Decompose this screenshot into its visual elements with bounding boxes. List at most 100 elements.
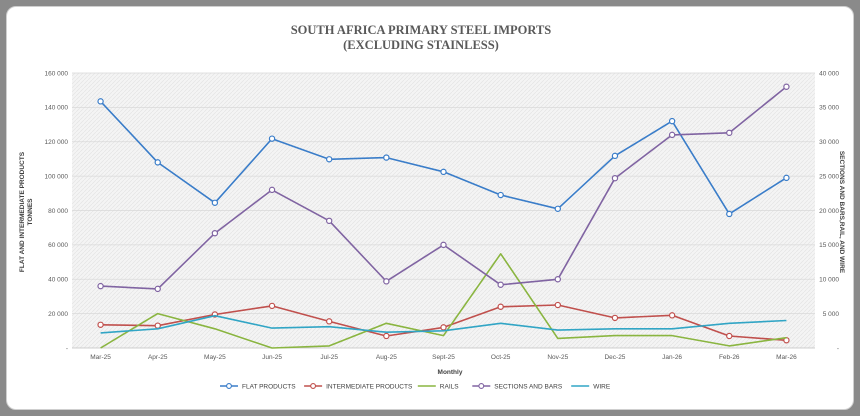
sections-and-bars-point (97, 282, 104, 290)
x-tick-label: Sept-25 (432, 354, 455, 361)
x-tick-label: Mar-26 (776, 354, 797, 361)
right-axis-ticks: - 5 000 10 000 15 000 20 000 25 000 30 000 35 0… (819, 70, 839, 352)
sections-and-bars-point (668, 131, 676, 139)
legend-marker (310, 383, 317, 389)
legend-label: FLAT PRODUCTS (242, 383, 296, 390)
x-tick-label: Aug-25 (376, 354, 397, 361)
sections-and-bars-point (325, 217, 333, 225)
left-tick-label: - (66, 345, 68, 352)
left-tick-label: 60 000 (48, 242, 68, 249)
left-tick-label: 40 000 (48, 277, 68, 284)
sections-and-bars-point (726, 129, 733, 137)
legend-marker (478, 383, 485, 389)
series-lines (97, 83, 790, 349)
left-axis-title-line-1: FLAT AND INTERMEDIATE PRODUCTS (19, 151, 26, 272)
x-tick-label: Jul-25 (320, 354, 338, 361)
intermediate-products-point (154, 322, 161, 329)
flat-products-point (440, 168, 447, 176)
left-tick-label: 140 000 (45, 105, 69, 112)
left-tick-label: 80 000 (48, 208, 68, 215)
sections-and-bars-point (154, 285, 161, 293)
intermediate-products-point (440, 324, 447, 331)
intermediate-products-point (497, 303, 504, 310)
legend-marker (226, 383, 232, 389)
sections-and-bars-point (268, 186, 276, 194)
right-tick-label: - (837, 345, 839, 352)
x-tick-label: May-25 (204, 354, 226, 361)
x-tick-label: Nov-25 (547, 354, 568, 361)
sections-and-bars-series (97, 83, 790, 293)
legend-item-wire: WIRE (571, 383, 611, 390)
sections-and-bars-point (497, 281, 504, 288)
wire-line (100, 314, 787, 334)
x-tick-label: Dec-25 (604, 354, 625, 361)
x-tick-label: Jan-26 (662, 354, 682, 361)
flat-products-point (325, 156, 333, 163)
flat-products-point (668, 117, 676, 125)
intermediate-products-point (554, 301, 562, 309)
right-tick-label: 5 000 (823, 311, 840, 318)
flat-products-series (97, 98, 790, 218)
legend-label: RAILS (440, 383, 459, 390)
right-tick-label: 40 000 (819, 70, 839, 77)
flat-products-point (611, 152, 619, 160)
sections-and-bars-point (211, 229, 219, 237)
intermediate-products-series (97, 301, 790, 344)
x-tick-label: Mar-25 (90, 354, 111, 361)
flat-products-point (497, 191, 504, 199)
x-axis-title: Monthly (438, 369, 463, 376)
right-tick-label: 30 000 (819, 139, 839, 146)
sections-and-bars-point (440, 241, 447, 249)
legend-item-flat-products: FLAT PRODUCTS (220, 383, 296, 390)
intermediate-products-point (383, 332, 390, 340)
rails-line (100, 253, 787, 349)
legend-label: WIRE (593, 383, 611, 390)
intermediate-products-point (726, 332, 733, 340)
x-tick-label: Apr-25 (148, 354, 168, 361)
rails-series (100, 253, 787, 349)
intermediate-products-point (97, 321, 104, 328)
right-axis-title: SECTIONS AND BARS,RAIL, AND WIRE (838, 151, 845, 274)
x-axis-ticks: Mar-25 Apr-25 May-25 Jun-25 Jul-25 Aug-25 Sept… (90, 354, 797, 361)
intermediate-products-point (668, 312, 676, 319)
legend-item-intermediate-products: INTERMEDIATE PRODUCTS (304, 383, 413, 390)
right-tick-label: 35 000 (819, 105, 839, 112)
legend-item-sections-and-bars: SECTIONS AND BARS (472, 383, 563, 390)
legend-label: INTERMEDIATE PRODUCTS (326, 383, 413, 390)
intermediate-products-point (268, 302, 276, 310)
left-axis-ticks: - 20 000 40 000 60 000 80 000 100 000 120 000 1… (45, 70, 69, 352)
flat-products-point (154, 159, 161, 166)
flat-products-point (211, 199, 219, 206)
flat-products-point (726, 210, 733, 218)
chart-title-line-1: SOUTH AFRICA PRIMARY STEEL IMPORTS (291, 23, 552, 37)
intermediate-products-point (611, 314, 619, 322)
legend-label: SECTIONS AND BARS (494, 383, 563, 390)
right-tick-label: 25 000 (819, 173, 839, 180)
left-tick-label: 20 000 (48, 311, 68, 318)
legend: FLAT PRODUCTS INTERMEDIATE PRODUCTS RAILS S… (220, 383, 611, 390)
flat-products-point (554, 205, 562, 212)
chart-title-line-2: (EXCLUDING STAINLESS) (343, 38, 499, 52)
sections-and-bars-point (611, 174, 619, 182)
flat-products-point (97, 98, 104, 105)
flat-products-point (268, 135, 276, 142)
sections-and-bars-point (383, 278, 390, 285)
x-tick-label: Jun-25 (262, 354, 282, 361)
right-tick-label: 20 000 (819, 208, 839, 215)
left-tick-label: 120 000 (45, 139, 69, 146)
sections-and-bars-point (783, 83, 790, 90)
gridlines (72, 72, 815, 349)
intermediate-products-point (783, 337, 790, 344)
x-tick-label: Oct-25 (491, 354, 511, 361)
flat-products-point (383, 154, 390, 161)
legend-item-rails: RAILS (417, 383, 459, 390)
sections-and-bars-point (554, 276, 562, 283)
right-tick-label: 15 000 (819, 242, 839, 249)
left-tick-label: 100 000 (45, 173, 69, 180)
right-tick-label: 10 000 (819, 277, 839, 284)
intermediate-products-point (325, 318, 333, 325)
x-tick-label: Feb-26 (719, 354, 740, 361)
flat-products-point (783, 174, 790, 182)
wire-series (100, 314, 787, 334)
